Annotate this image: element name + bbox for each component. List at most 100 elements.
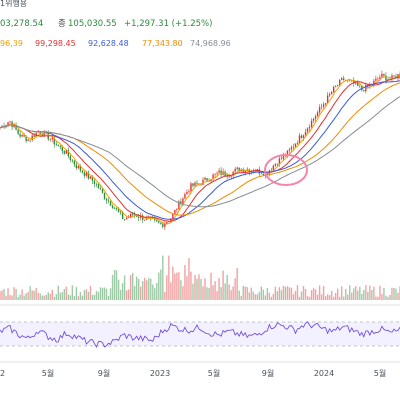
volume-bar bbox=[63, 289, 66, 300]
volume-bar bbox=[347, 294, 349, 300]
candle-body bbox=[286, 150, 289, 157]
volume-bar bbox=[77, 296, 80, 300]
candle-body bbox=[312, 118, 315, 121]
volume-bar bbox=[61, 292, 64, 300]
volume-bar bbox=[129, 275, 132, 300]
candle-body bbox=[316, 112, 319, 117]
volume-bar bbox=[351, 292, 353, 300]
candle-body bbox=[15, 125, 17, 130]
candle-body bbox=[119, 211, 122, 213]
candle-body bbox=[125, 217, 128, 220]
candle-body bbox=[129, 213, 132, 218]
volume-bar bbox=[75, 287, 78, 300]
volume-bar bbox=[326, 294, 329, 300]
ma-value-2: 99,298.45 bbox=[35, 39, 76, 48]
candle-body bbox=[212, 174, 214, 180]
volume-bar bbox=[160, 269, 162, 300]
volume-bar bbox=[166, 275, 168, 300]
candle-body bbox=[242, 169, 244, 172]
volume-bar bbox=[222, 270, 224, 300]
volume-bar bbox=[200, 279, 202, 300]
candle-body bbox=[107, 200, 110, 202]
volume-bar bbox=[25, 293, 27, 300]
volume-bar bbox=[349, 285, 351, 300]
candle-body bbox=[338, 79, 341, 86]
volume-bar bbox=[282, 285, 285, 300]
volume-bar bbox=[284, 286, 287, 300]
volume-bar bbox=[288, 287, 291, 300]
candle-body bbox=[113, 208, 116, 209]
rsi-band bbox=[0, 322, 400, 346]
volume-bar bbox=[238, 290, 240, 300]
volume-bar bbox=[286, 286, 289, 300]
candle-body bbox=[166, 221, 168, 224]
volume-bar bbox=[186, 276, 188, 300]
volume-bar bbox=[244, 286, 246, 300]
candle-body bbox=[101, 189, 104, 193]
volume-bar bbox=[140, 286, 142, 300]
volume-bar bbox=[67, 294, 70, 300]
volume-bar bbox=[280, 290, 283, 300]
volume-bar bbox=[383, 287, 385, 300]
volume-bar bbox=[198, 274, 200, 300]
volume-bar bbox=[226, 275, 228, 300]
volume-bar bbox=[266, 287, 269, 300]
candle-body bbox=[142, 215, 144, 220]
volume-bar bbox=[322, 286, 325, 300]
volume-bar bbox=[13, 287, 15, 300]
candle-body bbox=[196, 182, 198, 184]
candle-body bbox=[23, 134, 25, 137]
volume-bar bbox=[373, 286, 375, 300]
volume-bar bbox=[190, 271, 192, 300]
volume-bar bbox=[152, 284, 154, 300]
volume-bar bbox=[210, 272, 212, 300]
volume-bar bbox=[381, 294, 383, 300]
candle-body bbox=[334, 86, 337, 87]
ohlc-line-left: 03,278.54 bbox=[0, 19, 43, 29]
volume-bar bbox=[53, 296, 55, 300]
volume-bar bbox=[101, 287, 104, 300]
candle-body bbox=[379, 77, 381, 79]
volume-bar bbox=[49, 293, 51, 300]
volume-bar bbox=[230, 290, 232, 300]
volume-bar bbox=[306, 296, 309, 300]
candle-body bbox=[336, 85, 339, 87]
volume-bar bbox=[300, 291, 303, 300]
volume-bar bbox=[262, 289, 265, 300]
candle-body bbox=[330, 92, 333, 95]
volume-bar bbox=[379, 285, 381, 300]
candle-body bbox=[158, 221, 160, 223]
volume-bar bbox=[328, 295, 331, 300]
candle-body bbox=[17, 129, 19, 134]
volume-bar bbox=[103, 287, 106, 300]
candle-body bbox=[154, 218, 156, 220]
candle-body bbox=[393, 75, 395, 77]
volume-bar bbox=[9, 295, 11, 300]
candle-body bbox=[67, 150, 70, 157]
volume-bar bbox=[336, 288, 339, 300]
ma-value-1: 96,39 bbox=[0, 39, 23, 48]
candle-body bbox=[206, 177, 208, 181]
candle-body bbox=[302, 135, 305, 138]
candle-body bbox=[314, 116, 317, 119]
volume-bar bbox=[170, 282, 172, 300]
volume-bar bbox=[39, 293, 41, 300]
candle-body bbox=[13, 125, 15, 128]
volume-pane bbox=[0, 255, 400, 300]
ohlc-close-label: 종 bbox=[58, 19, 66, 29]
candle-body bbox=[61, 146, 64, 152]
volume-bar bbox=[51, 289, 53, 300]
candle-body bbox=[298, 135, 301, 144]
candle-body bbox=[162, 223, 164, 227]
volume-bar bbox=[99, 287, 102, 300]
candle-body bbox=[91, 176, 94, 181]
candle-body bbox=[260, 173, 263, 175]
volume-bar bbox=[250, 287, 252, 300]
volume-bar bbox=[252, 291, 254, 300]
candle-body bbox=[290, 147, 293, 150]
volume-bar bbox=[127, 289, 130, 300]
volume-bar bbox=[180, 280, 182, 300]
volume-bar bbox=[164, 291, 166, 300]
volume-bar bbox=[182, 286, 184, 300]
